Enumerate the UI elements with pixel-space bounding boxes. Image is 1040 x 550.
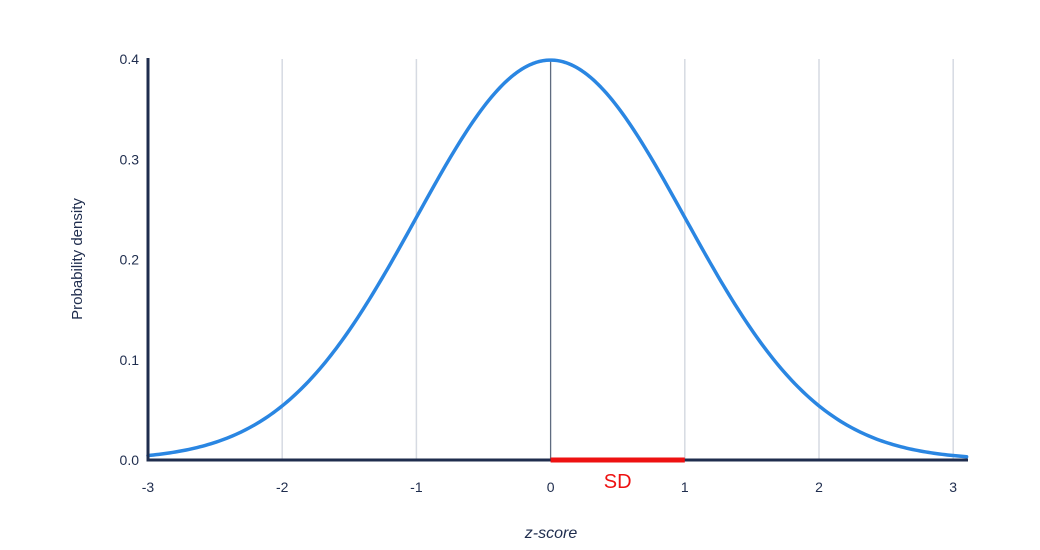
sd-label: SD [604,471,632,493]
y-tick-label: 0.3 [120,151,140,167]
x-tick-label: -3 [142,479,155,495]
y-tick-label: 0.2 [120,252,140,268]
x-tick-labels: -3 -2 -1 0 1 2 3 [142,479,958,495]
x-tick-label: 0 [547,479,555,495]
y-axis-title: Probability density [69,198,86,320]
y-tick-label: 0.1 [120,352,140,368]
x-tick-label: 3 [949,479,957,495]
x-tick-label: -1 [410,479,423,495]
x-tick-label: -2 [276,479,289,495]
x-tick-label: 2 [815,479,823,495]
x-tick-label: 1 [681,479,689,495]
y-tick-label: 0.0 [120,452,140,468]
x-axis-title: z-score [524,525,578,542]
grid-lines [281,59,954,460]
y-tick-labels: 0.0 0.1 0.2 0.3 0.4 [120,51,140,468]
y-tick-label: 0.4 [120,51,140,67]
series-line-density [146,58,969,459]
